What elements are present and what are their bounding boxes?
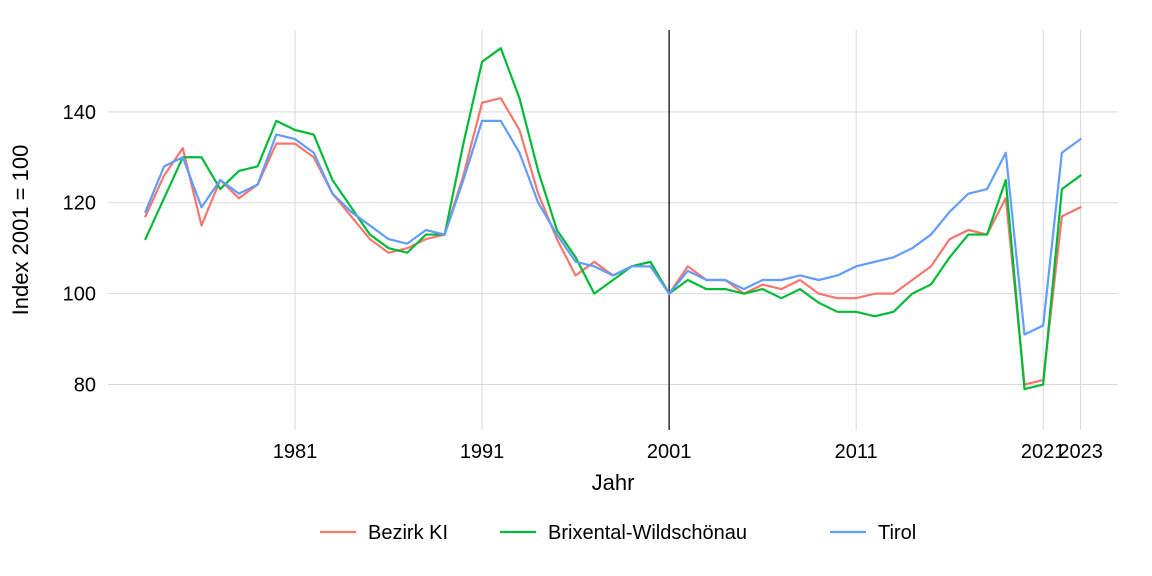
legend-label: Brixental-Wildschönau <box>548 522 747 544</box>
y-tick-label: 140 <box>63 102 96 124</box>
x-tick-label: 2001 <box>647 441 692 463</box>
x-tick-label: 1991 <box>460 441 505 463</box>
y-tick-label: 120 <box>63 193 96 215</box>
y-axis-title: Index 2001 = 100 <box>8 145 33 316</box>
x-tick-label: 2023 <box>1058 441 1103 463</box>
line-chart: 80100120140198119912001201120212023JahrI… <box>0 0 1152 576</box>
chart-svg: 80100120140198119912001201120212023JahrI… <box>0 0 1152 576</box>
y-tick-label: 80 <box>74 375 96 397</box>
x-tick-label: 1981 <box>273 441 318 463</box>
legend-label: Bezirk KI <box>368 522 448 544</box>
x-axis-title: Jahr <box>592 470 635 495</box>
y-tick-label: 100 <box>63 284 96 306</box>
x-tick-label: 2011 <box>835 441 878 463</box>
legend-label: Tirol <box>878 522 916 544</box>
